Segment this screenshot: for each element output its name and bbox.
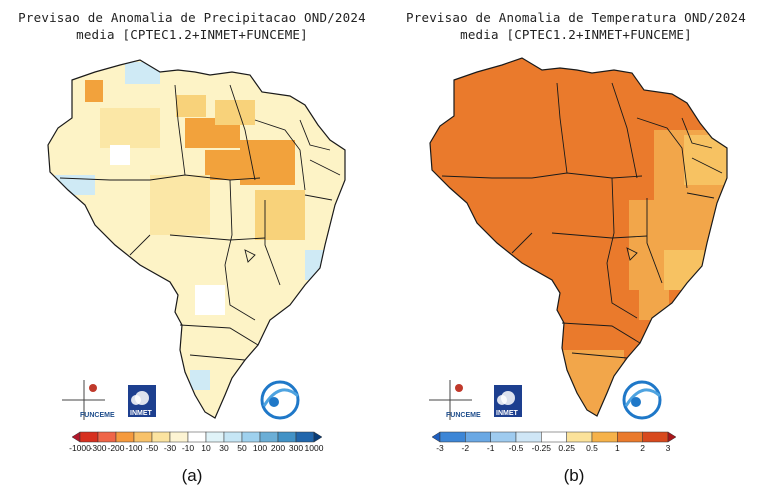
- colorbar-tick-label: -0.25: [532, 443, 552, 453]
- colorbar-segment: [79, 431, 99, 443]
- cptec-logo: [622, 380, 662, 420]
- colorbar-tick-label: -3: [436, 443, 444, 453]
- colorbar-arrow-high: [313, 431, 323, 443]
- colorbar-segment: [515, 431, 542, 443]
- cptec-logo: [260, 380, 300, 420]
- colorbar-tick-label: 50: [237, 443, 247, 453]
- sun-icon: [89, 384, 97, 392]
- temperature-caption: (b): [563, 466, 585, 485]
- colorbar-segment: [642, 431, 669, 443]
- colorbar-tick-label: -2: [462, 443, 470, 453]
- colorbar-segment: [617, 431, 643, 443]
- colorbar-tick-label: -1: [487, 443, 495, 453]
- temperature-map: FUNCEME INMET -3 -2 -1 -0.5 -0.25 0.25 0.5 1 2 3: [429, 57, 728, 453]
- colorbar-segment: [97, 431, 117, 443]
- colorbar-segment: [295, 431, 315, 443]
- colorbar-segment: [541, 431, 567, 443]
- colorbar-tick-label: -50: [146, 443, 159, 453]
- colorbar-tick-label: 0.25: [558, 443, 575, 453]
- globe-icon: [631, 397, 641, 407]
- colorbar-segment: [490, 431, 517, 443]
- temperature-title-line1: Previsao de Anomalia de Temperatura OND/…: [406, 10, 746, 25]
- inmet-logo-text: INMET: [496, 410, 519, 417]
- colorbar-tick-label: 200: [271, 443, 285, 453]
- colorbar-tick-label: 3: [666, 443, 671, 453]
- colorbar-tick-label: -1000: [69, 443, 91, 453]
- colorbar-tick-label: 30: [219, 443, 229, 453]
- colorbar-segment: [205, 431, 225, 443]
- colorbar-segment: [566, 431, 593, 443]
- colorbar-segment: [439, 431, 466, 443]
- colorbar-segment: [133, 431, 153, 443]
- inmet-logo: INMET: [494, 385, 522, 417]
- colorbar-tick-label: 2: [640, 443, 645, 453]
- precipitation-caption: (a): [181, 466, 203, 485]
- colorbar-tick-label: -100: [125, 443, 142, 453]
- state-borders: [59, 84, 341, 361]
- inmet-logo-text: INMET: [130, 410, 153, 417]
- colorbar-tick-label: 1: [615, 443, 620, 453]
- colorbar-tick-label: 300: [289, 443, 303, 453]
- temperature-colorbar: -3 -2 -1 -0.5 -0.25 0.25 0.5 1 2 3: [431, 431, 677, 453]
- sun-icon: [455, 384, 463, 392]
- precipitation-title-line1: Previsao de Anomalia de Precipitacao OND…: [18, 10, 366, 25]
- colorbar-segment: [151, 431, 171, 443]
- colorbar-tick-label: 100: [253, 443, 267, 453]
- precipitation-colorbar: -1000-300 -200 -100 -50 -30 -10 10 30 50 100 200 30…: [69, 431, 324, 453]
- precipitation-anomaly-patches: [55, 62, 327, 390]
- colorbar-tick-label: 0.5: [586, 443, 598, 453]
- colorbar-segment: [223, 431, 243, 443]
- colorbar-segment: [591, 431, 618, 443]
- colorbar-tick-label: 1000: [305, 443, 324, 453]
- state-borders: [441, 82, 723, 359]
- colorbar-arrow-low: [431, 431, 441, 443]
- colorbar-tick-label: -0.5: [509, 443, 524, 453]
- globe-icon: [269, 397, 279, 407]
- funceme-logo: FUNCEME: [429, 380, 481, 420]
- funceme-logo-text: FUNCEME: [446, 412, 481, 419]
- temperature-title-line2: media [CPTEC1.2+INMET+FUNCEME]: [460, 27, 692, 42]
- brazil-outline: [429, 57, 728, 417]
- precipitation-map: FUNCEME INMET -1000-300 -200 -100 -50 -30 -10…: [47, 59, 346, 453]
- brazil-outline: [47, 59, 346, 419]
- brazil-shape: [430, 58, 727, 416]
- colorbar-tick-label: 10: [201, 443, 211, 453]
- colorbar-segment: [115, 431, 135, 443]
- colorbar-tick-label: -200: [107, 443, 124, 453]
- precipitation-title-line2: media [CPTEC1.2+INMET+FUNCEME]: [76, 27, 308, 42]
- colorbar-segment: [187, 431, 207, 443]
- colorbar-segment: [169, 431, 189, 443]
- colorbar-segment: [259, 431, 279, 443]
- colorbar-tick-label: -30: [164, 443, 177, 453]
- colorbar-tick-label: -300: [89, 443, 106, 453]
- inmet-logo: INMET: [128, 385, 156, 417]
- colorbar-segment: [465, 431, 491, 443]
- colorbar-arrow-high: [667, 431, 677, 443]
- colorbar-segment: [277, 431, 297, 443]
- funceme-logo-text: FUNCEME: [80, 412, 115, 419]
- colorbar-segment: [241, 431, 261, 443]
- colorbar-arrow-low: [71, 431, 81, 443]
- precipitation-panel: Previsao de Anomalia de Precipitacao OND…: [18, 10, 366, 485]
- colorbar-tick-label: -10: [182, 443, 195, 453]
- temperature-panel: Previsao de Anomalia de Temperatura OND/…: [384, 0, 768, 498]
- funceme-logo: FUNCEME: [62, 380, 115, 420]
